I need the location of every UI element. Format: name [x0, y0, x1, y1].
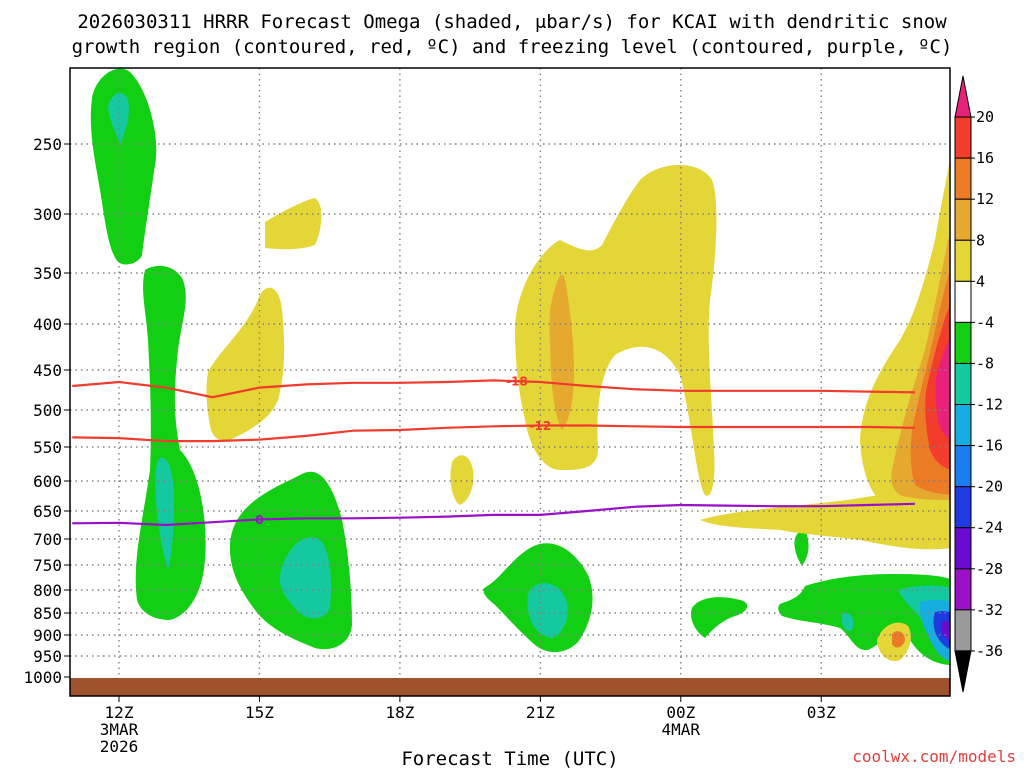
ground-surface: [70, 678, 950, 696]
colorbar-segment: [954, 239, 972, 282]
y-tick-label: 450: [33, 361, 62, 380]
x-tick-date: 3MAR: [100, 720, 139, 739]
omega-region-strong-upward: [279, 537, 331, 619]
y-tick-label: 600: [33, 472, 62, 491]
x-tick-date: 4MAR: [662, 720, 701, 739]
x-tick-label: 12Z: [105, 703, 134, 722]
y-tick-label: 800: [33, 581, 62, 600]
y-tick-label: 950: [33, 647, 62, 666]
y-tick-label: 300: [33, 205, 62, 224]
colorbar-segment: [954, 650, 972, 693]
colorbar-segment: [954, 362, 972, 406]
colorbar-segment: [954, 116, 972, 159]
omega-region-downward: [935, 338, 950, 440]
isotherm-line: [72, 424, 915, 443]
isotherm-label: -12: [530, 419, 552, 433]
y-tick-label: 900: [33, 626, 62, 645]
colorbar-segment: [954, 280, 972, 323]
colorbar-label: 8: [976, 231, 985, 249]
omega-region-upward: [135, 265, 206, 620]
colorbar-label: -24: [976, 519, 1003, 537]
colorbar-label: -16: [976, 437, 1003, 455]
chart-title-line2: growth region (contoured, red, ºC) and f…: [72, 36, 953, 58]
colorbar-label: -36: [976, 642, 1003, 660]
colorbar-label: 20: [976, 108, 994, 126]
x-tick-label: 15Z: [245, 703, 274, 722]
omega-shading: [90, 68, 950, 665]
colorbar-label: 16: [976, 149, 994, 167]
y-tick-label: 750: [33, 556, 62, 575]
y-tick-label: 400: [33, 315, 62, 334]
y-tick-label: 700: [33, 530, 62, 549]
omega-region-downward: [206, 287, 285, 441]
isotherm-line: [72, 379, 915, 399]
omega-region-downward: [265, 198, 322, 250]
y-tick-label: 850: [33, 604, 62, 623]
omega-region-upward: [794, 529, 809, 566]
colorbar-segment: [954, 486, 972, 529]
colorbar-label: -12: [976, 396, 1003, 414]
colorbar-label: -32: [976, 601, 1003, 619]
colorbar-segment: [954, 321, 972, 364]
colorbar-segment: [954, 198, 972, 241]
omega-region-upward: [691, 597, 748, 638]
colorbar-segment: [954, 527, 972, 570]
omega-region-downward: [700, 495, 950, 550]
colorbar-label: -4: [976, 313, 994, 331]
y-tick-label: 650: [33, 502, 62, 521]
x-tick-label: 21Z: [526, 703, 555, 722]
x-tick-label: 18Z: [385, 703, 414, 722]
isotherm-line: [72, 502, 915, 527]
colorbar-label: -28: [976, 560, 1003, 578]
omega-region-downward: [450, 455, 474, 505]
x-tick-year: 2026: [100, 737, 139, 756]
y-axis: 250 300 350 400 450 500 550 600 650 700 750 800 850 9…: [23, 135, 70, 687]
y-tick-label: 1000: [23, 668, 62, 687]
omega-region-strong-upward: [108, 93, 129, 145]
x-tick-label: 00Z: [666, 703, 695, 722]
omega-region-upward: [90, 68, 157, 265]
isotherm-label: 0: [255, 513, 263, 527]
colorbar-segment: [954, 609, 972, 652]
colorbar-segment: [954, 404, 972, 447]
isotherm-contours: -18 -12 0: [72, 375, 915, 527]
colorbar-segment: [954, 75, 972, 118]
x-tick-label: 03Z: [807, 703, 836, 722]
y-tick-label: 250: [33, 135, 62, 154]
plot-area: -18 -12 0: [70, 68, 950, 696]
credit-link[interactable]: coolwx.com/models: [852, 747, 1016, 766]
omega-region-strong-upward: [527, 583, 568, 638]
colorbar-label: 12: [976, 190, 994, 208]
omega-region-strong-upward: [155, 457, 174, 570]
chart-title-line1: 2026030311 HRRR Forecast Omega (shaded, …: [77, 11, 947, 33]
colorbar-label: -20: [976, 478, 1003, 496]
y-tick-label: 500: [33, 401, 62, 420]
x-axis-title: Forecast Time (UTC): [401, 748, 618, 768]
colorbar-segment: [954, 157, 972, 200]
y-tick-label: 550: [33, 438, 62, 457]
omega-region-strong-upward: [941, 621, 950, 640]
horizontal-gridlines: [70, 143, 950, 657]
omega-region-strong-upward: [841, 612, 854, 631]
colorbar-label: -8: [976, 354, 994, 372]
omega-region-downward: [549, 274, 574, 430]
colorbar-segment: [954, 445, 972, 488]
colorbar: 20 16 12 8 4 -4 -8 -12 -16 -20 -24 -28 -32 -36: [954, 75, 1003, 693]
colorbar-label: 4: [976, 272, 985, 290]
colorbar-segment: [954, 568, 972, 611]
y-tick-label: 350: [33, 264, 62, 283]
plot-border: [69, 67, 951, 697]
isotherm-label: -18: [506, 375, 528, 389]
